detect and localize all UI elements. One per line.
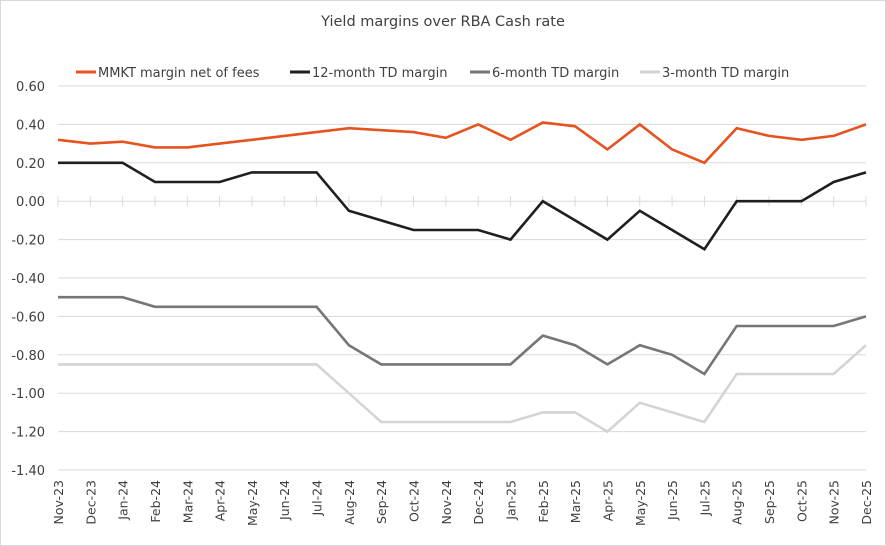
- y-tick-label: -1.00: [11, 387, 45, 402]
- y-tick-label: -0.40: [11, 272, 45, 287]
- x-tick-label: Jun-24: [277, 480, 292, 521]
- x-tick-label: May-25: [633, 480, 648, 526]
- x-tick-label: Sep-25: [762, 480, 777, 524]
- x-tick-label: Apr-24: [213, 480, 228, 521]
- legend: MMKT margin net of fees 12-month TD margi…: [76, 66, 789, 81]
- y-tick-label: -0.20: [11, 234, 45, 249]
- x-axis: [57, 196, 867, 207]
- series-lines: [57, 121, 867, 434]
- series-line-6-month-td-margin: [58, 295, 867, 376]
- x-tick-label: Dec-25: [859, 480, 874, 525]
- x-tick-label: Jul-24: [310, 480, 325, 517]
- series-line-12-month-td-margin: [58, 161, 867, 251]
- legend-label: MMKT margin net of fees: [98, 66, 260, 81]
- x-tick-label: Sep-24: [374, 480, 389, 524]
- x-tick-label: Dec-24: [471, 480, 486, 525]
- y-tick-label: 0.60: [16, 80, 45, 95]
- x-tick-label: Feb-24: [148, 480, 163, 523]
- x-tick-label: Oct-25: [794, 480, 809, 522]
- y-tick-label: -1.20: [11, 426, 45, 441]
- x-tick-label: Jun-25: [665, 480, 680, 521]
- x-tick-label: Oct-24: [407, 480, 422, 522]
- x-tick-label: Aug-24: [342, 480, 357, 525]
- x-tick-label: Mar-25: [568, 480, 583, 523]
- x-tick-label: Jul-25: [697, 480, 712, 517]
- x-tick-label: Jan-25: [503, 480, 518, 521]
- y-tick-label: -1.40: [11, 464, 45, 479]
- x-axis-labels: Nov-23 Dec-23 Jan-24 Feb-24 Mar-24 Apr-24 May-…: [51, 480, 874, 526]
- x-tick-label: Feb-25: [536, 480, 551, 523]
- y-tick-label: 0.40: [16, 118, 45, 133]
- x-tick-label: May-24: [245, 480, 260, 526]
- x-tick-label: Jan-24: [116, 480, 131, 521]
- x-tick-label: Apr-25: [600, 480, 615, 521]
- y-tick-label: -0.80: [11, 349, 45, 364]
- x-tick-label: Nov-25: [827, 480, 842, 524]
- x-tick-label: Nov-23: [51, 480, 66, 524]
- x-tick-label: Dec-23: [83, 480, 98, 525]
- y-tick-label: 0.20: [16, 157, 45, 172]
- chart-title: Yield margins over RBA Cash rate: [320, 14, 565, 30]
- legend-label: 3-month TD margin: [662, 66, 789, 81]
- legend-label: 12-month TD margin: [312, 66, 448, 81]
- series-line-3-month-td-margin: [58, 344, 867, 434]
- x-tick-label: Nov-24: [439, 480, 454, 525]
- x-tick-label: Aug-25: [730, 480, 745, 525]
- y-axis: 0.60 0.40 0.20 0.00 -0.20 -0.40 -0.60 -0.80 -1.0…: [11, 80, 45, 479]
- gridlines: [58, 85, 866, 471]
- legend-label: 6-month TD margin: [492, 66, 619, 81]
- series-line-mmkt-margin-net-of-fees: [57, 121, 867, 165]
- y-tick-label: 0.00: [16, 195, 45, 210]
- x-tick-label: Mar-24: [180, 480, 195, 523]
- y-tick-label: -0.60: [11, 310, 45, 325]
